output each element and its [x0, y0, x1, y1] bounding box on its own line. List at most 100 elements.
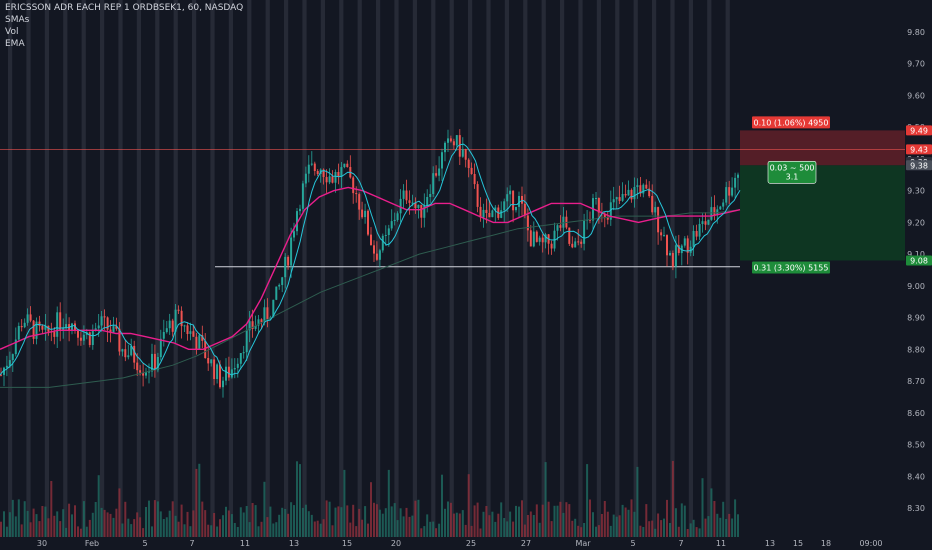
- stop-loss-zone: [740, 130, 905, 166]
- volume-bar: [204, 510, 207, 537]
- time-axis[interactable]: 30 Feb 5 7 11 13 15 20 25 27 Mar 5 7 11 13 15 18 09:00: [0, 537, 932, 550]
- candle-body: [245, 330, 248, 353]
- volume-bar: [586, 464, 589, 537]
- volume-bar: [375, 504, 378, 537]
- volume-bar: [565, 502, 568, 537]
- candle-body: [589, 219, 591, 221]
- candle-body: [719, 206, 722, 210]
- risk-reward-zones[interactable]: [740, 130, 905, 261]
- candle-body: [686, 238, 689, 253]
- volume-bar: [509, 511, 512, 537]
- candle-body: [615, 197, 618, 200]
- candle-body: [559, 225, 562, 228]
- symbol-title[interactable]: ERICSSON ADR EACH REP 1 ORDBSEK1, 60, NA…: [5, 3, 244, 13]
- volume-bar: [299, 464, 301, 537]
- volume-bar: [429, 521, 432, 537]
- candle-body: [109, 329, 112, 333]
- time-tick-label: 11: [716, 539, 726, 548]
- volume-bar: [618, 515, 621, 537]
- volume-bar: [97, 475, 100, 537]
- candle-body: [370, 234, 372, 246]
- volume-bar: [455, 512, 458, 537]
- candle-body: [476, 184, 479, 207]
- volume-bar: [636, 466, 639, 537]
- volume-bar: [393, 503, 396, 537]
- session-band: [265, 0, 270, 537]
- indicator-vol[interactable]: Vol: [5, 27, 19, 37]
- volume-bar: [479, 528, 482, 537]
- price-tag-box: [906, 255, 932, 266]
- indicator-smas[interactable]: SMAs: [5, 15, 30, 25]
- session-band: [247, 0, 252, 537]
- candle-body: [201, 335, 204, 341]
- horizontal-lines[interactable]: [0, 148, 905, 268]
- volume-bar: [420, 528, 423, 537]
- candle-body: [417, 204, 420, 208]
- volume-bar: [707, 516, 710, 537]
- volume-bar: [198, 463, 201, 537]
- volume-bar: [352, 504, 355, 537]
- candle-body: [654, 207, 657, 213]
- price-axis[interactable]: 9.809.709.609.509.409.309.209.109.008.90…: [905, 0, 932, 550]
- candle-body: [580, 241, 583, 244]
- volume-bar: [491, 511, 494, 537]
- volume-bar: [77, 526, 79, 537]
- candle-body: [612, 199, 615, 203]
- candle-body: [29, 314, 32, 321]
- candle-body: [651, 196, 654, 213]
- volume-bar: [671, 460, 674, 537]
- center-label-line2: 3.1: [786, 172, 799, 181]
- volume-bar: [74, 505, 76, 537]
- time-tick-label: 5: [142, 539, 147, 548]
- price-tick-label: 8.40: [907, 472, 925, 481]
- price-tick-label: 9.20: [907, 218, 925, 227]
- volume-bar: [695, 527, 698, 537]
- candle-body: [518, 196, 520, 207]
- candle-body: [698, 224, 701, 237]
- candle-body: [325, 177, 328, 183]
- volume-bar: [251, 503, 254, 537]
- volume-bar: [59, 521, 62, 537]
- volume-bar: [313, 521, 316, 537]
- candle-body: [139, 370, 142, 373]
- time-tick-label: 25: [466, 539, 476, 548]
- session-band: [560, 0, 565, 537]
- candle-body: [77, 330, 79, 338]
- volume-bar: [0, 521, 2, 537]
- volume-bar: [444, 508, 446, 537]
- volume-bar: [307, 511, 310, 537]
- candle-body: [666, 235, 668, 256]
- candle-body: [38, 321, 41, 326]
- volume-bar: [559, 501, 562, 537]
- volume-bar: [304, 504, 307, 537]
- candle-body: [56, 312, 59, 337]
- candle-body: [636, 185, 639, 187]
- indicator-ema[interactable]: EMA: [5, 39, 25, 49]
- volume-bar: [269, 506, 272, 537]
- candle-body: [293, 231, 295, 238]
- target-label-box: [752, 261, 830, 274]
- candle-body: [583, 220, 586, 244]
- volume-bar: [124, 501, 127, 537]
- volume-bar: [272, 523, 275, 537]
- session-band: [394, 0, 399, 537]
- volume-bar: [103, 509, 106, 537]
- volume-bar: [402, 516, 405, 537]
- price-tag-box: [906, 160, 932, 171]
- candle-body: [701, 221, 704, 224]
- volume-bar: [657, 513, 660, 537]
- candle-body: [23, 322, 26, 328]
- candle-body: [177, 309, 180, 311]
- time-tick-label: 15: [342, 539, 352, 548]
- volume-bar: [615, 516, 618, 537]
- candle-body: [538, 237, 541, 242]
- session-band: [228, 0, 233, 537]
- volume-bar: [115, 508, 118, 537]
- volume-bar: [666, 499, 668, 537]
- volume-bar: [174, 515, 177, 537]
- position-labels[interactable]: 0.10 (1.06%) 4950 0.31 (3.30%) 5155 0.03 ~…: [752, 116, 830, 274]
- volume-bar: [731, 518, 734, 537]
- candle-body: [358, 194, 361, 210]
